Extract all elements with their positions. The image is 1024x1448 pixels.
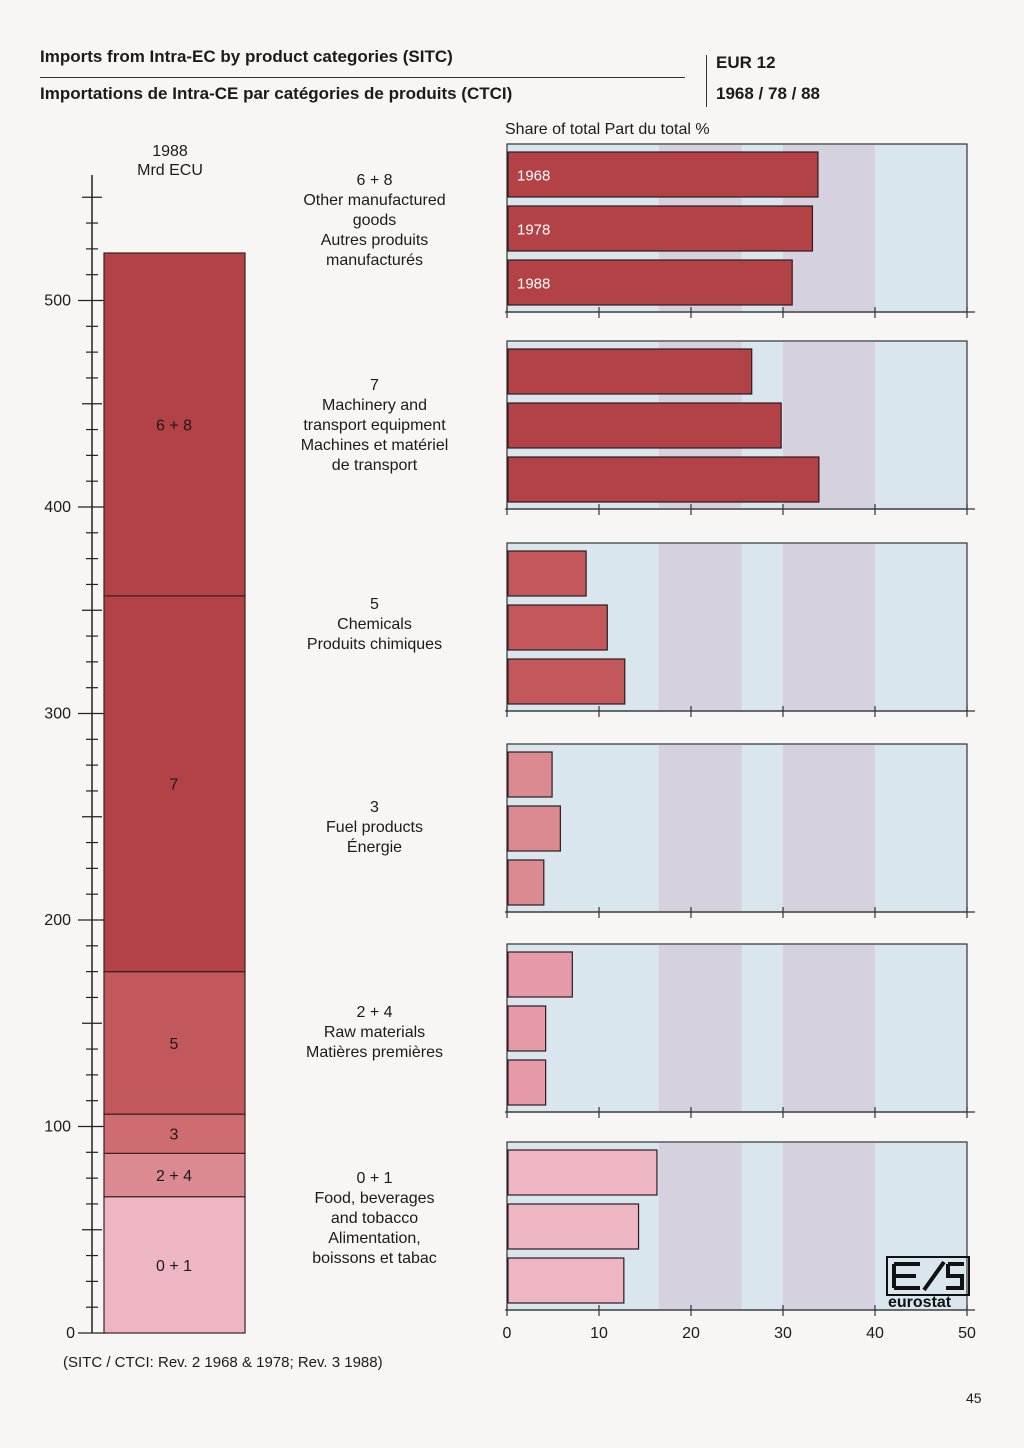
category-label-line: transport equipment — [303, 417, 446, 434]
page-number: 45 — [966, 1390, 982, 1406]
category-label-line: Food, beverages — [314, 1190, 435, 1207]
stack-segment — [103, 1113, 246, 1154]
share-panel-band — [783, 544, 875, 710]
share-bar-year-label: 1978 — [517, 222, 550, 239]
category-label-line: Raw materials — [323, 1024, 426, 1041]
share-bar-year-label: 1968 — [517, 168, 550, 185]
share-bar — [507, 1005, 547, 1052]
category-code: 6 + 8 — [356, 172, 393, 189]
region-label: EUR 12 — [716, 53, 776, 72]
share-bar — [507, 751, 553, 798]
category-code: 3 — [370, 799, 379, 816]
category-label: 0 + 1 Food, beverages and tobacco Alimentat… — [282, 1169, 467, 1269]
share-axis-header: Share of total Part du total % — [505, 121, 710, 138]
stack-tick-label: 100 — [44, 1119, 71, 1136]
category-label-line: boissons et tabac — [312, 1250, 437, 1267]
category-label-line: Fuel products — [326, 819, 423, 836]
stack-segment — [103, 252, 246, 597]
stack-ylabel: Mrd ECU — [137, 162, 203, 179]
share-bar — [507, 805, 561, 852]
category-label-line: Machines et matériel — [300, 437, 449, 454]
stack-segment-label: 6 + 8 — [156, 417, 192, 434]
share-bar — [507, 951, 573, 998]
category-label-line: goods — [352, 212, 397, 229]
category-label: 3 Fuel products Énergie — [282, 798, 467, 858]
stack-tick-label: 0 — [66, 1325, 75, 1342]
stack-title: 1988 — [152, 143, 188, 160]
share-bar — [507, 205, 814, 252]
stack-segment-label: 2 + 4 — [156, 1168, 192, 1185]
category-label-line: Alimentation, — [328, 1230, 421, 1247]
category-label-line: manufacturés — [326, 252, 423, 269]
title-divider — [40, 77, 685, 78]
share-bar — [507, 604, 608, 651]
category-label-line: Other manufactured — [303, 192, 446, 209]
title-vertical-divider — [706, 55, 707, 107]
share-panel-band — [658, 745, 742, 911]
share-panel-band — [658, 945, 742, 1111]
share-tick-label: 20 — [682, 1325, 700, 1342]
stack-segment — [103, 595, 246, 973]
share-bar — [507, 1149, 658, 1196]
share-panel-band — [783, 745, 875, 911]
chart-title-fr: Importations de Intra-CE par catégories … — [40, 84, 513, 103]
period-label: 1968 / 78 / 88 — [716, 84, 820, 103]
share-bar-year-label: 1988 — [517, 276, 550, 293]
stack-segment-label: 0 + 1 — [156, 1258, 192, 1275]
category-label-line: Chemicals — [337, 616, 412, 633]
category-code: 2 + 4 — [356, 1004, 393, 1021]
share-bar — [507, 348, 753, 395]
share-bar — [507, 402, 782, 449]
share-bar — [507, 658, 626, 705]
category-code: 5 — [370, 596, 379, 613]
share-bar — [507, 151, 819, 198]
stack-segment — [103, 1196, 246, 1334]
category-label-line: Produits chimiques — [306, 636, 443, 653]
chart-title-en: Imports from Intra-EC by product categor… — [40, 47, 453, 66]
share-tick-label: 30 — [774, 1325, 792, 1342]
eurostat-logo-icon — [886, 1256, 970, 1296]
eurostat-logo: eurostat — [886, 1256, 972, 1312]
category-label-line: and tobacco — [330, 1210, 419, 1227]
share-tick-label: 0 — [503, 1325, 512, 1342]
source-note: (SITC / CTCI: Rev. 2 1968 & 1978; Rev. 3… — [63, 1354, 383, 1371]
share-bar — [507, 456, 820, 503]
share-panel-band — [658, 544, 742, 710]
category-label-line: Énergie — [346, 839, 403, 856]
stack-tick-label: 300 — [44, 706, 71, 723]
share-tick-label: 50 — [958, 1325, 976, 1342]
category-label: 5 Chemicals Produits chimiques — [282, 595, 467, 655]
share-tick-label: 40 — [866, 1325, 884, 1342]
share-panel-band — [783, 1143, 875, 1309]
share-bar — [507, 550, 587, 597]
category-label: 2 + 4 Raw materials Matières premières — [282, 1003, 467, 1063]
stack-segment-label: 7 — [170, 777, 179, 794]
share-tick-label: 10 — [590, 1325, 608, 1342]
category-code: 0 + 1 — [356, 1170, 393, 1187]
category-label-line: Autres produits — [320, 232, 429, 249]
share-bar — [507, 1059, 547, 1106]
stack-tick-label: 200 — [44, 912, 71, 929]
category-label-line: Matières premières — [306, 1044, 443, 1061]
share-panel-band — [783, 945, 875, 1111]
share-bar — [507, 1203, 640, 1250]
eurostat-logo-text: eurostat — [888, 1294, 952, 1311]
stack-tick-label: 500 — [44, 293, 71, 310]
share-panel-band — [658, 1143, 742, 1309]
category-code: 7 — [370, 377, 379, 394]
stack-segment-label: 3 — [170, 1127, 179, 1144]
category-label: 7 Machinery and transport equipment Machine… — [282, 376, 467, 476]
category-label-line: Machinery and — [322, 397, 427, 414]
category-label-line: de transport — [331, 457, 418, 474]
share-bar — [507, 1257, 625, 1304]
stack-tick-label: 400 — [44, 499, 71, 516]
stack-segment — [103, 1152, 246, 1198]
stack-segment — [103, 971, 246, 1115]
stack-segment-label: 5 — [170, 1036, 179, 1053]
category-label: 6 + 8 Other manufactured goods Autres produ… — [282, 171, 467, 271]
share-bar — [507, 259, 793, 306]
share-bar — [507, 859, 545, 906]
